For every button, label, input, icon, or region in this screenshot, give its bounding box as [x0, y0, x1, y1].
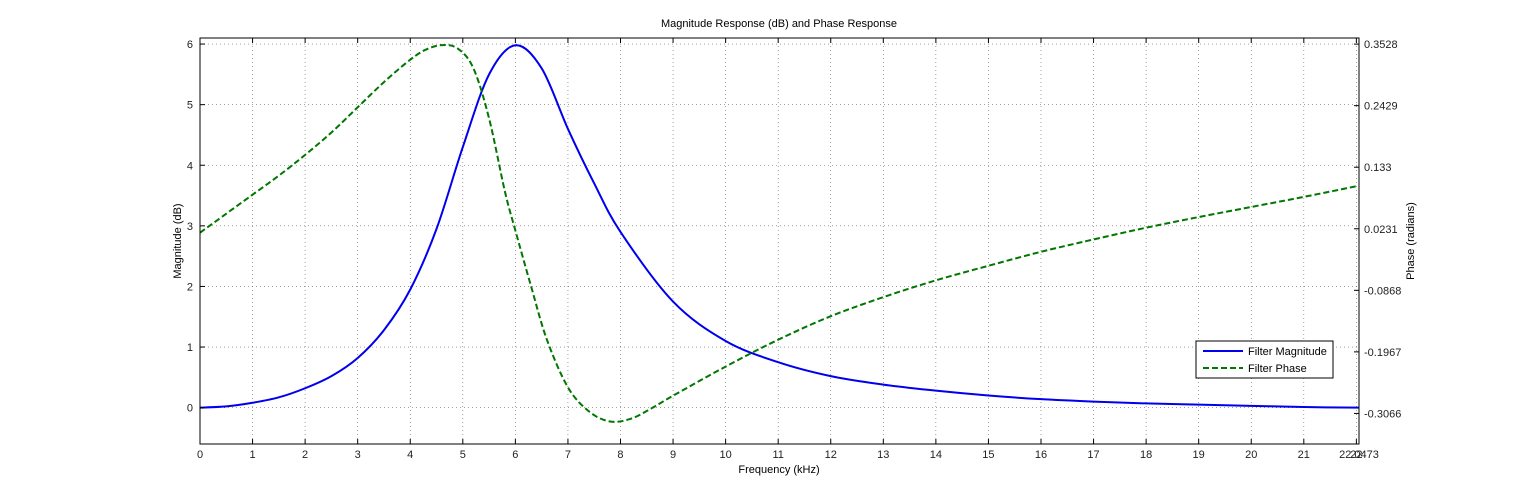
x-tick-label: 18: [1140, 449, 1152, 461]
plot-frame: [199, 37, 1360, 445]
left-tick-label: 5: [187, 100, 193, 112]
series-line-phase: [199, 44, 1360, 423]
right-ticks: -0.3066 -0.1967 -0.0868 0.0231 0.133 0.2429 0.…: [1354, 39, 1401, 420]
legend-label-phase: Filter Phase: [1248, 363, 1307, 375]
x-tick-label: 20: [1245, 449, 1257, 461]
series-line-magnitude: [199, 44, 1360, 409]
x-tick-label: 0: [197, 449, 203, 461]
x-tick-label: 22: [1350, 449, 1362, 461]
plot-background: [200, 38, 1359, 444]
x-tick-label: 5: [460, 449, 466, 461]
left-tick-label: 6: [187, 39, 193, 51]
x-tick-label: 15: [982, 449, 994, 461]
legend-label-magnitude: Filter Magnitude: [1248, 346, 1327, 358]
left-tick-label: 0: [187, 403, 193, 415]
series-layer: [199, 44, 1360, 423]
right-tick-label: -0.3066: [1364, 408, 1401, 420]
x-tick-label: 8: [617, 449, 623, 461]
legend-box: [1195, 340, 1334, 379]
x-tick-label: 7: [565, 449, 571, 461]
chart-title: Magnitude Response (dB) and Phase Respon…: [661, 18, 897, 30]
left-tick-label: 2: [187, 281, 193, 293]
right-tick-label: 0.133: [1364, 162, 1392, 174]
left-tick-label: 1: [187, 342, 193, 354]
right-tick-label: 0.2429: [1364, 101, 1398, 113]
x-tick-label: 19: [1193, 449, 1205, 461]
right-tick-label: 0.3528: [1364, 39, 1398, 51]
left-tick-label: 3: [187, 221, 193, 233]
x-tick-label: 3: [355, 449, 361, 461]
x-ticks: 0 1 2 3 4 5 6 7 8 9 10 11 12 13 14 15 16 17 18 19 20 21 2222.0…: [197, 38, 1379, 461]
x-axis-title: Frequency (kHz): [738, 464, 819, 476]
left-ticks: 0 1 2 3 4 5 6: [187, 39, 205, 415]
right-tick-label: -0.1967: [1364, 347, 1401, 359]
x-tick-label: 2: [302, 449, 308, 461]
x-tick-label: 16: [1035, 449, 1047, 461]
legend: Filter Magnitude Filter Phase: [1195, 340, 1334, 379]
x-tick-label: 12: [825, 449, 837, 461]
x-tick-label: 9: [670, 449, 676, 461]
x-tick-label: 21: [1298, 449, 1310, 461]
x-tick-label: 6: [512, 449, 518, 461]
x-tick-label: 1: [249, 449, 255, 461]
left-tick-label: 4: [187, 160, 193, 172]
right-tick-label: 0.0231: [1364, 224, 1398, 236]
x-tick-label: 13: [877, 449, 889, 461]
x-tick-label: 17: [1087, 449, 1099, 461]
y-axis-left-title: Magnitude (dB): [172, 203, 184, 278]
y-axis-right-title: Phase (radians): [1405, 202, 1417, 280]
x-tick-label: 14: [930, 449, 942, 461]
right-tick-label: -0.0868: [1364, 285, 1401, 297]
x-tick-label: 10: [719, 449, 731, 461]
x-tick-label: 11: [772, 449, 783, 461]
x-tick-label-end: 22.0473: [1339, 449, 1379, 461]
x-tick-label: 4: [407, 449, 413, 461]
